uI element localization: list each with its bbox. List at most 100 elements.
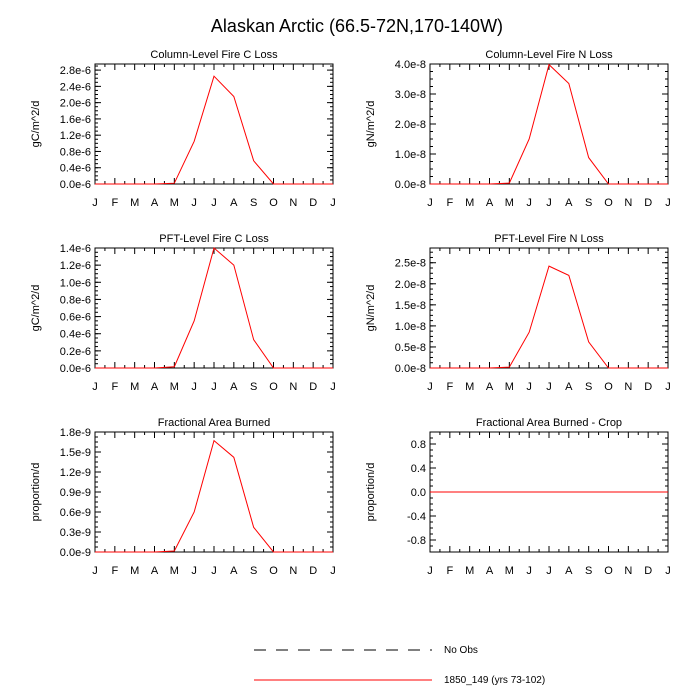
x-tick-label: M (465, 197, 474, 209)
x-tick-label: J (665, 381, 671, 393)
y-tick-label: 3.0e-8 (395, 89, 426, 101)
y-tick-label: 1.0e-6 (60, 277, 91, 289)
x-tick-label: M (130, 381, 139, 393)
x-tick-label: S (585, 565, 592, 577)
x-tick-label: A (486, 381, 494, 393)
x-tick-label: J (211, 197, 217, 209)
y-tick-label: 0.0e-8 (395, 179, 426, 191)
y-tick-label: 1.4e-6 (60, 243, 91, 255)
x-tick-label: J (546, 381, 552, 393)
x-tick-label: J (211, 381, 217, 393)
x-tick-label: J (191, 381, 197, 393)
panel-title: Fractional Area Burned (158, 417, 271, 429)
x-tick-label: N (289, 197, 297, 209)
x-tick-label: A (230, 381, 238, 393)
x-tick-label: M (465, 565, 474, 577)
y-tick-label: 0.4e-6 (60, 163, 91, 175)
x-tick-label: M (505, 565, 514, 577)
x-tick-label: O (269, 381, 278, 393)
x-tick-label: F (111, 381, 118, 393)
x-tick-label: N (624, 197, 632, 209)
y-tick-label: 0.3e-9 (60, 527, 91, 539)
x-tick-label: J (427, 197, 433, 209)
x-tick-label: M (505, 197, 514, 209)
y-tick-label: 1.0e-8 (395, 321, 426, 333)
y-tick-label: 0.6e-6 (60, 312, 91, 324)
x-tick-label: N (289, 381, 297, 393)
y-axis-label: gC/m^2/d (30, 285, 42, 332)
x-tick-label: F (446, 381, 453, 393)
x-tick-label: F (111, 565, 118, 577)
x-tick-label: M (170, 381, 179, 393)
y-tick-label: 2.8e-6 (60, 65, 91, 77)
y-tick-label: 0.4 (411, 463, 426, 475)
y-tick-label: 1.8e-9 (60, 427, 91, 439)
y-tick-label: 0.4e-6 (60, 329, 91, 341)
x-tick-label: D (309, 381, 317, 393)
y-axis-label: gN/m^2/d (365, 101, 377, 148)
x-tick-label: A (230, 197, 238, 209)
panel-title: Column-Level Fire N Loss (485, 49, 613, 61)
x-tick-label: J (211, 565, 217, 577)
y-tick-label: 0.0e-6 (60, 179, 91, 191)
y-tick-label: 2.4e-6 (60, 81, 91, 93)
y-tick-label: 0.0 (411, 487, 426, 499)
x-tick-label: S (250, 381, 257, 393)
x-tick-label: M (465, 381, 474, 393)
series-line-model (95, 75, 333, 185)
plot-frame (429, 63, 669, 185)
x-tick-label: A (565, 565, 573, 577)
x-tick-label: S (250, 565, 257, 577)
y-axis-label: proportion/d (365, 463, 377, 522)
y-tick-label: 1.2e-6 (60, 260, 91, 272)
x-tick-label: A (486, 197, 494, 209)
legend-model-label: 1850_149 (yrs 73-102) (444, 675, 545, 686)
x-tick-label: M (130, 197, 139, 209)
y-tick-label: 1.5e-8 (395, 300, 426, 312)
x-tick-label: A (565, 381, 573, 393)
y-tick-label: 0.0e-6 (60, 363, 91, 375)
y-tick-label: 0.0e-8 (395, 363, 426, 375)
series-line-model (430, 63, 668, 185)
y-tick-label: 2.0e-8 (395, 279, 426, 291)
y-tick-label: 1.6e-6 (60, 114, 91, 126)
y-tick-label: -0.4 (407, 511, 426, 523)
x-tick-label: D (644, 565, 652, 577)
y-tick-label: 2.0e-8 (395, 119, 426, 131)
y-tick-label: 1.2e-6 (60, 130, 91, 142)
x-tick-label: J (526, 197, 532, 209)
legend-obs-label: No Obs (444, 645, 478, 656)
x-tick-label: J (526, 381, 532, 393)
x-tick-label: O (604, 381, 613, 393)
x-tick-label: S (585, 197, 592, 209)
series-line-model (95, 439, 333, 553)
x-tick-label: J (330, 381, 336, 393)
x-tick-label: J (330, 197, 336, 209)
plot-frame (94, 431, 334, 553)
x-tick-label: F (446, 565, 453, 577)
x-tick-label: A (151, 565, 159, 577)
y-axis-label: gN/m^2/d (365, 285, 377, 332)
x-tick-label: D (309, 565, 317, 577)
y-axis-label: gC/m^2/d (30, 101, 42, 148)
x-tick-label: F (446, 197, 453, 209)
x-tick-label: J (191, 197, 197, 209)
x-tick-label: D (644, 197, 652, 209)
series-line-model (430, 265, 668, 369)
y-tick-label: 4.0e-8 (395, 59, 426, 71)
x-tick-label: M (505, 381, 514, 393)
legend: No Obs 1850_149 (yrs 73-102) (254, 645, 545, 686)
series-line-model (95, 247, 333, 369)
x-tick-label: A (565, 197, 573, 209)
y-tick-label: 0.8e-6 (60, 146, 91, 158)
plot-frame (94, 63, 334, 185)
x-tick-label: A (486, 565, 494, 577)
x-tick-label: O (269, 197, 278, 209)
x-tick-label: M (130, 565, 139, 577)
panel-title: Column-Level Fire C Loss (150, 49, 278, 61)
x-tick-label: J (92, 197, 98, 209)
